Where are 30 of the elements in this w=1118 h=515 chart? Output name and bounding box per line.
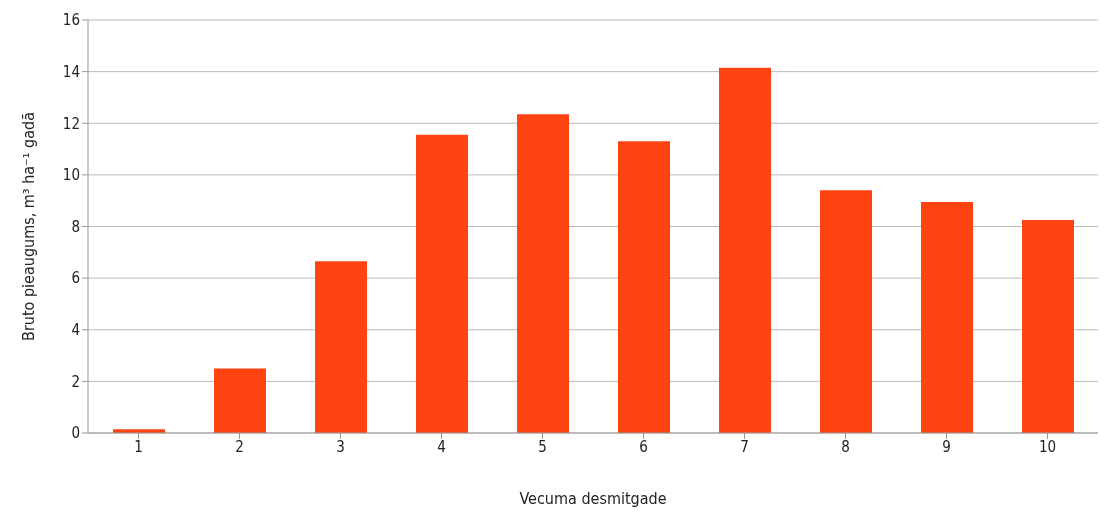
bar (820, 190, 872, 433)
y-tick-label: 8 (71, 217, 80, 236)
x-tick-label: 10 (1038, 437, 1057, 456)
x-tick-label: 3 (336, 437, 345, 456)
y-axis-title: Bruto pieaugums, m³ ha⁻¹ gadā (18, 112, 38, 341)
x-tick-label: 2 (235, 437, 244, 456)
y-tick-label: 4 (71, 321, 80, 340)
y-tick-label: 0 (71, 424, 80, 443)
x-tick-label: 5 (538, 437, 547, 456)
x-axis-title: Vecuma desmitgade (519, 489, 667, 509)
bar (719, 67, 771, 433)
y-tick-label: 12 (62, 114, 80, 133)
bar (1022, 220, 1074, 433)
bar (517, 114, 569, 433)
y-tick-label: 14 (62, 62, 80, 81)
y-tick-label: 10 (62, 166, 80, 185)
x-tick-label: 8 (841, 437, 850, 456)
y-tick-label: 16 (62, 11, 80, 30)
bar (315, 261, 367, 433)
x-tick-label: 7 (740, 437, 749, 456)
bar (416, 134, 468, 433)
x-tick-label: 9 (942, 437, 951, 456)
x-tick-label: 6 (639, 437, 648, 456)
x-tick-label: 4 (437, 437, 446, 456)
x-tick-label: 1 (134, 437, 143, 456)
y-tick-label: 6 (71, 269, 80, 288)
bar (921, 201, 973, 433)
bar (618, 141, 670, 433)
y-tick-label: 2 (71, 372, 80, 391)
bar (214, 368, 266, 433)
